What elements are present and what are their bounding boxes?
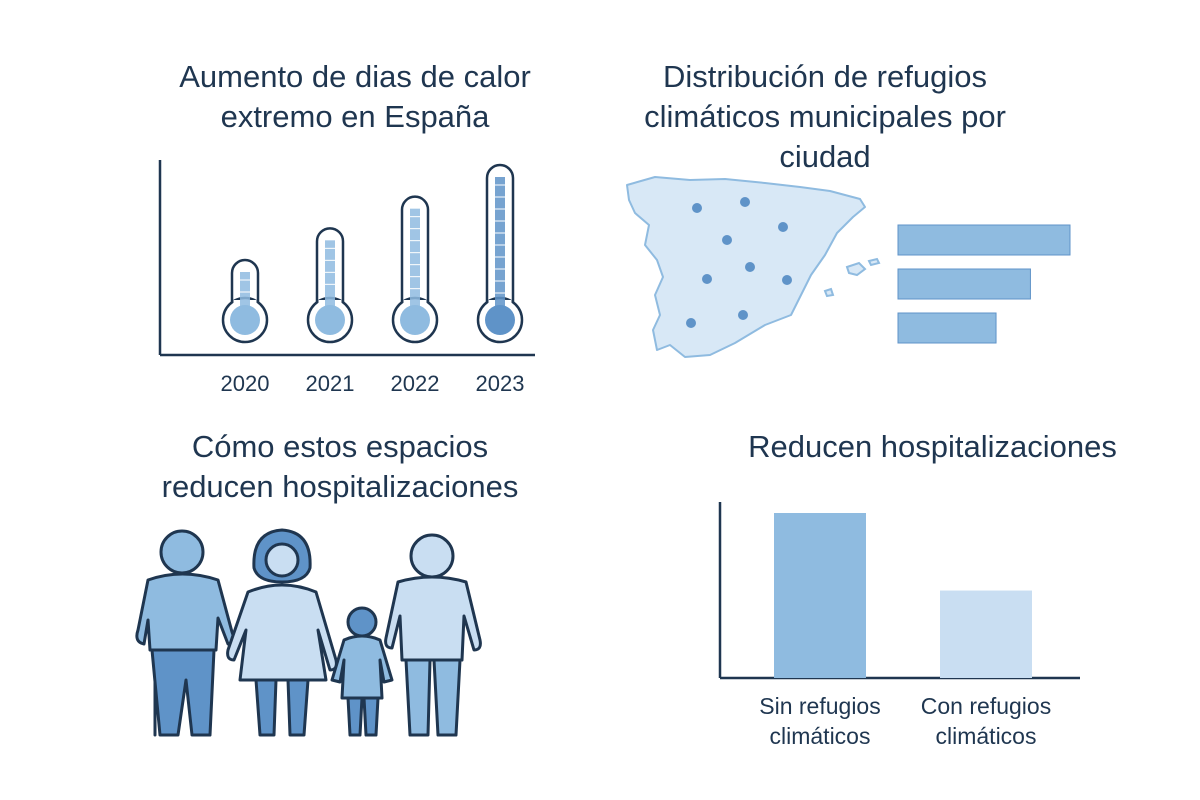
city-dot bbox=[692, 203, 702, 213]
thermometer-icon bbox=[476, 163, 524, 344]
thermometer-bulb-fill bbox=[230, 305, 260, 335]
x-tick-label: 2020 bbox=[221, 371, 270, 396]
mother-figure bbox=[226, 528, 338, 737]
child-figure bbox=[330, 606, 394, 737]
hospital-bar-chart: Sin refugios climáticos Con refugios climát… bbox=[718, 502, 1080, 749]
x-tick-label: 2021 bbox=[306, 371, 355, 396]
father-figure bbox=[384, 533, 482, 737]
people-title: Cómo estos espacios reducen hospitalizac… bbox=[115, 427, 565, 507]
heat-days-title: Aumento de dias de calor extremo en Espa… bbox=[130, 57, 580, 137]
refuges-title-line-1: Distribución de refugios bbox=[663, 59, 987, 94]
thermometer-bulb-fill bbox=[485, 305, 515, 335]
people-title-line-1: Cómo estos espacios bbox=[191, 429, 489, 464]
city-dot bbox=[722, 235, 732, 245]
x-tick-label: Con refugios bbox=[921, 693, 1051, 719]
bar bbox=[940, 590, 1032, 678]
heat-days-title-line-2: extremo en España bbox=[220, 99, 490, 134]
x-tick-label: Sin refugios bbox=[759, 693, 880, 719]
baleares-island-menorca bbox=[867, 257, 881, 267]
bar bbox=[897, 312, 997, 344]
city-dot bbox=[740, 197, 750, 207]
city-dot bbox=[686, 318, 696, 328]
city-dot bbox=[745, 262, 755, 272]
x-tick-label: 2023 bbox=[476, 371, 525, 396]
thermometer-bulb-fill bbox=[400, 305, 430, 335]
x-tick-label: 2022 bbox=[391, 371, 440, 396]
spain-map bbox=[626, 176, 881, 358]
bar bbox=[897, 224, 1071, 256]
family-illustration bbox=[135, 528, 482, 737]
refuges-title-line-2: climáticos municipales por bbox=[644, 99, 1006, 134]
grandfather-figure bbox=[135, 529, 235, 737]
bar bbox=[897, 268, 1031, 300]
city-dot bbox=[738, 310, 748, 320]
heat-days-chart: 2020 2021 2022 2023 bbox=[158, 160, 535, 396]
x-tick-label: climáticos bbox=[936, 723, 1037, 749]
refuges-title-line-3: ciudad bbox=[779, 139, 871, 174]
thermometer-fill bbox=[325, 240, 335, 320]
thermometer-bulb-fill bbox=[315, 305, 345, 335]
thermometer-fill bbox=[495, 177, 505, 320]
thermometer-icon bbox=[306, 227, 354, 344]
thermometer-icon bbox=[391, 195, 439, 344]
x-tick-label: climáticos bbox=[770, 723, 871, 749]
hospital-title: Reducen hospitalizaciones bbox=[748, 429, 1117, 464]
thermometer-icon bbox=[221, 258, 269, 344]
bar bbox=[774, 513, 866, 678]
heat-days-title-line-1: Aumento de dias de calor bbox=[179, 59, 531, 94]
city-dot bbox=[782, 275, 792, 285]
baleares-island-mallorca bbox=[845, 261, 867, 277]
people-title-line-2: reducen hospitalizaciones bbox=[161, 469, 519, 504]
refuges-title: Distribución de refugios climáticos muni… bbox=[600, 57, 1050, 177]
refuges-bar-chart bbox=[897, 224, 1071, 344]
baleares-island-ibiza bbox=[823, 287, 835, 298]
thermometer-fill bbox=[240, 272, 250, 320]
city-dot bbox=[702, 274, 712, 284]
city-dot bbox=[778, 222, 788, 232]
